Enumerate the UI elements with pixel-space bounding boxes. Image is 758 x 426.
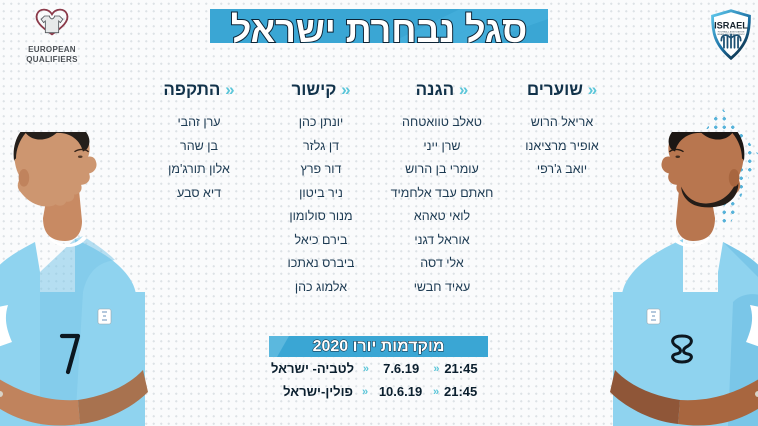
svg-text:ISRAEL: ISRAEL	[714, 20, 748, 30]
svg-text:FOOTBALL ASSOCIATION: FOOTBALL ASSOCIATION	[718, 30, 745, 33]
